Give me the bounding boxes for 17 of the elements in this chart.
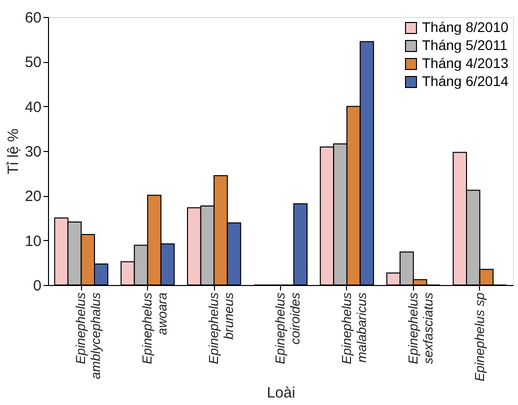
y-tick-label: 50 (24, 54, 42, 72)
y-tick-label: 60 (24, 10, 42, 26)
x-axis-title: Loài (266, 384, 296, 402)
legend-label: Tháng 6/2014 (422, 73, 509, 89)
x-tick-label: Epinephelus sp (472, 292, 487, 382)
y-tick-label: 10 (24, 232, 42, 250)
y-tick-label: 20 (24, 188, 42, 206)
y-tick-label: 0 (33, 278, 42, 294)
legend-label: Tháng 4/2013 (422, 55, 509, 71)
legend-label: Tháng 5/2011 (422, 37, 508, 53)
legend-label: Tháng 8/2010 (422, 19, 509, 35)
y-tick-label: 30 (24, 144, 42, 160)
y-axis-title: Tỉ lệ % (4, 128, 22, 174)
x-tick-label: Epinephelus bruneus (206, 292, 236, 364)
x-tick-label: Epinephelus amblycephalus (73, 292, 104, 380)
x-tick-label: Epinephelus awoara (140, 292, 170, 364)
y-tick-label: 40 (24, 98, 42, 116)
